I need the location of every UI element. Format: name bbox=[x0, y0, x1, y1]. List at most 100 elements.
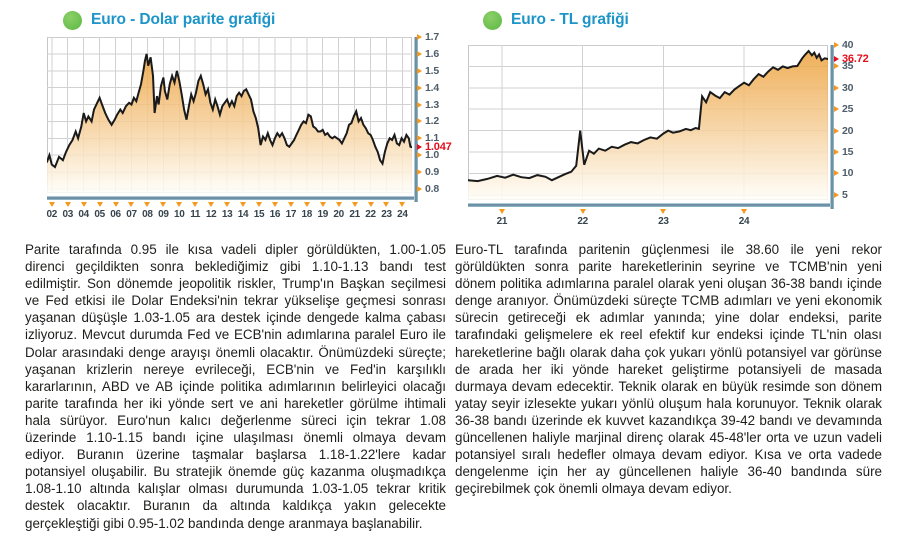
analysis-text-eur-tl: Euro-TL tarafında paritenin güçlenmesi i… bbox=[455, 242, 882, 497]
eur-tl-chart-title: Euro - TL grafiği bbox=[511, 11, 629, 28]
y-axis-tick-label: 35 bbox=[834, 60, 853, 72]
eur-usd-chart-header: Euro - Dolar parite grafiği bbox=[63, 9, 275, 31]
y-axis-tick-label: 1.3 bbox=[417, 99, 439, 111]
tick-arrow-icon bbox=[834, 170, 839, 177]
x-tick-text: 11 bbox=[190, 209, 201, 220]
tick-arrow-icon bbox=[417, 67, 422, 74]
tick-arrow-down-icon bbox=[319, 202, 326, 207]
x-tick-text: 10 bbox=[174, 209, 185, 220]
x-axis-tick-label: 10 bbox=[168, 202, 190, 220]
x-tick-text: 18 bbox=[301, 209, 313, 220]
x-axis-tick-label: 03 bbox=[57, 202, 79, 220]
y-tick-text: 1.7 bbox=[425, 31, 439, 43]
x-tick-text: 15 bbox=[253, 209, 265, 220]
x-axis-tick-label: 21 bbox=[491, 209, 513, 227]
x-axis-tick-label: 24 bbox=[733, 209, 755, 227]
chart-frame-bar-bottom bbox=[47, 196, 414, 200]
x-axis-tick-label: 17 bbox=[280, 202, 302, 220]
x-tick-text: 17 bbox=[285, 209, 297, 220]
x-tick-text: 22 bbox=[577, 216, 588, 227]
x-axis-tick-label: 05 bbox=[89, 202, 111, 220]
x-tick-text: 24 bbox=[397, 209, 408, 220]
y-tick-text: 1.0 bbox=[425, 149, 439, 162]
y-axis-tick-label: 1.6 bbox=[417, 48, 439, 60]
tick-arrow-icon bbox=[417, 135, 422, 142]
x-tick-text: 20 bbox=[333, 209, 344, 220]
tick-arrow-icon bbox=[834, 127, 839, 134]
chart-frame-bar-bottom bbox=[468, 203, 830, 207]
x-axis-tick-label: 02 bbox=[41, 202, 63, 220]
y-tick-text: 35 bbox=[842, 60, 854, 73]
tick-arrow-down-icon bbox=[48, 202, 55, 207]
y-axis-tick-label: 10 bbox=[834, 167, 853, 179]
tick-arrow-down-icon bbox=[399, 202, 406, 207]
x-axis-tick-label: 23 bbox=[375, 202, 397, 220]
y-tick-text: 20 bbox=[842, 124, 854, 137]
tick-arrow-icon bbox=[834, 84, 839, 91]
x-tick-text: 21 bbox=[349, 209, 360, 220]
x-tick-text: 07 bbox=[126, 209, 137, 220]
y-tick-text: 1.6 bbox=[425, 47, 439, 60]
y-tick-text: 1.5 bbox=[425, 64, 439, 77]
tick-arrow-icon bbox=[834, 191, 839, 198]
x-tick-text: 23 bbox=[658, 216, 669, 227]
current-value-text: 1.047 bbox=[425, 141, 452, 154]
tick-arrow-down-icon bbox=[579, 209, 586, 214]
tick-arrow-down-icon bbox=[498, 209, 505, 214]
x-axis-tick-label: 12 bbox=[200, 202, 222, 220]
x-axis-tick-label: 16 bbox=[264, 202, 286, 220]
x-axis-tick-label: 08 bbox=[136, 202, 158, 220]
y-axis-tick-label: 0.8 bbox=[417, 183, 439, 195]
y-axis-tick-label: 1.1 bbox=[417, 132, 439, 144]
tick-arrow-down-icon bbox=[80, 202, 87, 207]
x-tick-text: 09 bbox=[158, 209, 169, 220]
tick-arrow-icon bbox=[417, 50, 422, 57]
current-value-text: 36.72 bbox=[842, 53, 869, 66]
x-axis-tick-label: 21 bbox=[344, 202, 366, 220]
x-tick-text: 21 bbox=[496, 216, 508, 227]
tick-arrow-down-icon bbox=[176, 202, 183, 207]
tick-arrow-down-icon bbox=[741, 209, 748, 214]
x-axis-tick-label: 07 bbox=[120, 202, 142, 220]
x-tick-text: 06 bbox=[110, 209, 121, 220]
y-axis-tick-label: 1.0 bbox=[417, 149, 439, 161]
x-axis-tick-label: 15 bbox=[248, 202, 270, 220]
tick-arrow-down-icon bbox=[224, 202, 231, 207]
tick-arrow-down-icon bbox=[160, 202, 167, 207]
x-tick-text: 16 bbox=[269, 209, 281, 220]
y-tick-text: 25 bbox=[842, 103, 854, 116]
tick-arrow-down-icon bbox=[192, 202, 199, 207]
tick-arrow-icon bbox=[417, 152, 422, 159]
tick-arrow-down-icon bbox=[367, 202, 374, 207]
chart-frame-bar-right bbox=[830, 45, 834, 209]
tick-arrow-down-icon bbox=[255, 202, 262, 207]
y-axis-tick-label: 40 bbox=[834, 39, 853, 51]
y-tick-text: 1.3 bbox=[425, 98, 439, 111]
tick-arrow-icon bbox=[417, 144, 422, 151]
x-tick-text: 19 bbox=[317, 209, 328, 220]
y-axis-tick-label: 5 bbox=[834, 189, 848, 201]
y-axis-tick-label: 20 bbox=[834, 125, 853, 137]
green-bullet-icon bbox=[63, 10, 82, 30]
x-tick-text: 05 bbox=[94, 209, 105, 220]
tick-arrow-icon bbox=[834, 56, 839, 63]
y-axis-tick-label: 30 bbox=[834, 82, 853, 94]
tick-arrow-icon bbox=[417, 118, 422, 125]
tick-arrow-icon bbox=[834, 42, 839, 48]
tick-arrow-down-icon bbox=[303, 202, 310, 207]
y-axis-tick-label: 1.4 bbox=[417, 82, 439, 94]
x-tick-text: 23 bbox=[381, 209, 392, 220]
y-tick-text: 0.9 bbox=[425, 166, 439, 179]
y-tick-text: 1.2 bbox=[425, 115, 439, 128]
x-axis-tick-label: 06 bbox=[105, 202, 127, 220]
x-axis-tick-label: 14 bbox=[232, 202, 254, 220]
eur-usd-chart-title: Euro - Dolar parite grafiği bbox=[91, 11, 276, 28]
tick-arrow-icon bbox=[417, 185, 422, 192]
y-axis-tick-label: 15 bbox=[834, 146, 853, 158]
current-value-label: 1.047 bbox=[417, 141, 452, 153]
y-tick-text: 30 bbox=[842, 81, 854, 94]
tick-arrow-down-icon bbox=[64, 202, 71, 207]
